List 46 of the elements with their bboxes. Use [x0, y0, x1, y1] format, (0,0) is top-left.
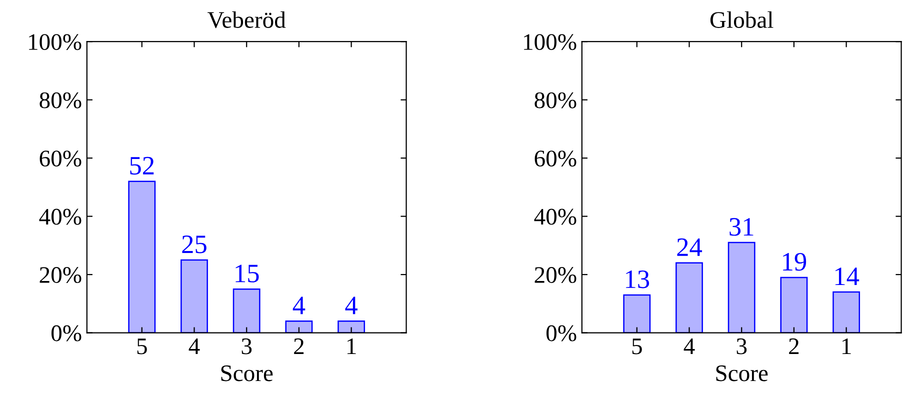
data-label: 15: [236, 264, 259, 282]
data-label: 24: [677, 238, 702, 256]
x-tick-label: 5: [137, 338, 147, 354]
x-axis-title: Score: [716, 365, 768, 382]
x-tick-label: 3: [242, 338, 252, 354]
y-tick-label: 80%: [40, 92, 82, 108]
y-tick-label: 20%: [534, 267, 576, 284]
bar: [676, 262, 703, 333]
data-label: 14: [835, 268, 860, 286]
bar: [128, 180, 156, 333]
chart-title: Global: [710, 11, 774, 28]
bar: [780, 276, 808, 333]
x-tick-label: 2: [789, 338, 799, 354]
bar: [832, 291, 860, 333]
x-tick-label: 1: [347, 338, 356, 354]
data-label: 25: [182, 236, 206, 254]
x-axis-title: Score: [221, 365, 273, 382]
chart-title: Veberöd: [208, 11, 286, 28]
x-tick-label: 4: [684, 338, 695, 354]
bar: [728, 242, 756, 333]
data-label: 19: [783, 252, 806, 271]
data-label: 13: [626, 270, 650, 288]
data-label: 31: [730, 218, 754, 236]
y-tick-label: 80%: [534, 92, 576, 108]
x-tick-label: 4: [188, 338, 200, 354]
bar: [232, 288, 260, 333]
y-tick-label: 0%: [51, 325, 82, 342]
y-tick-label: 100%: [29, 34, 82, 50]
y-tick-label: 40%: [534, 208, 576, 225]
data-label: 52: [130, 156, 154, 175]
data-label: 4: [292, 296, 306, 314]
bar: [285, 320, 313, 333]
y-tick-label: 60%: [40, 150, 82, 167]
y-tick-label: 0%: [546, 325, 576, 342]
y-tick-label: 40%: [39, 208, 82, 225]
y-tick-label: 20%: [40, 267, 82, 284]
bar: [623, 294, 651, 333]
x-tick-label: 5: [632, 338, 642, 354]
y-tick-label: 60%: [534, 150, 576, 167]
bar: [180, 259, 208, 333]
y-tick-label: 100%: [524, 34, 576, 50]
x-tick-label: 2: [294, 338, 304, 354]
x-tick-label: 1: [842, 338, 851, 354]
x-tick-label: 3: [736, 338, 747, 354]
bar: [338, 320, 366, 333]
data-label: 4: [345, 296, 358, 314]
